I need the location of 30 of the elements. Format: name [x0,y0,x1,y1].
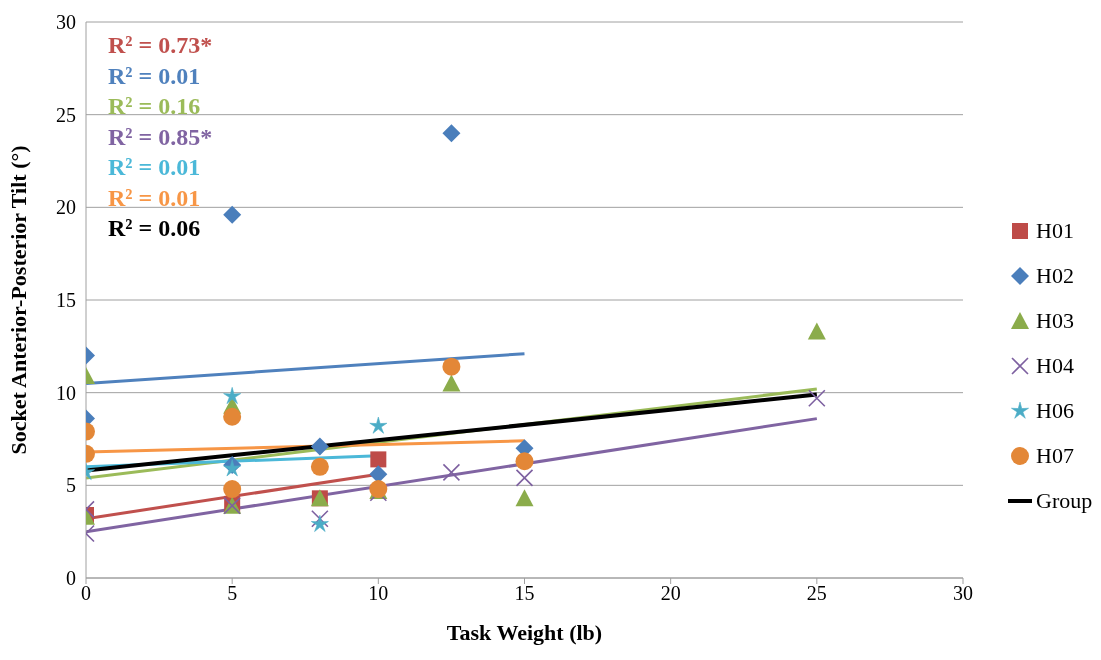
y-tick-label: 5 [66,474,76,497]
y-axis-title: Socket Anterior-Posterior Tilt (°) [5,145,31,455]
y-tick-label: 30 [56,11,76,34]
legend-label: H06 [1036,397,1074,424]
annotation: R² = 0.85* [108,122,213,152]
x-tick-label: 10 [368,582,389,605]
y-tick-label: 10 [56,381,76,404]
annotation: R² = 0.16 [108,92,202,121]
x-tick-label: 15 [514,582,535,605]
y-tick-label: 15 [56,289,76,312]
y-tick-label: 25 [56,103,76,126]
annotation: R² = 0.06 [108,214,202,243]
annotation: R² = 0.01 [108,153,202,182]
x-tick-label: 30 [953,582,973,605]
x-tick-label: 25 [806,582,827,605]
legend-label: H07 [1036,442,1074,469]
legend-label: H01 [1036,217,1074,244]
legend-label: H04 [1036,352,1074,379]
x-axis-title: Task Weight (lb) [446,620,603,645]
legend-label: H02 [1036,262,1074,289]
x-tick-label: 0 [81,582,91,605]
y-tick-label: 20 [56,196,76,219]
legend-label: H03 [1036,307,1074,334]
annotation: R² = 0.73* [108,31,213,60]
x-tick-label: 20 [660,582,681,605]
y-tick-label: 0 [66,567,76,590]
annotation: R² = 0.01 [108,183,202,213]
legend-label: Group [1036,487,1093,514]
annotation: R² = 0.01 [108,61,202,91]
x-tick-label: 5 [227,582,238,605]
